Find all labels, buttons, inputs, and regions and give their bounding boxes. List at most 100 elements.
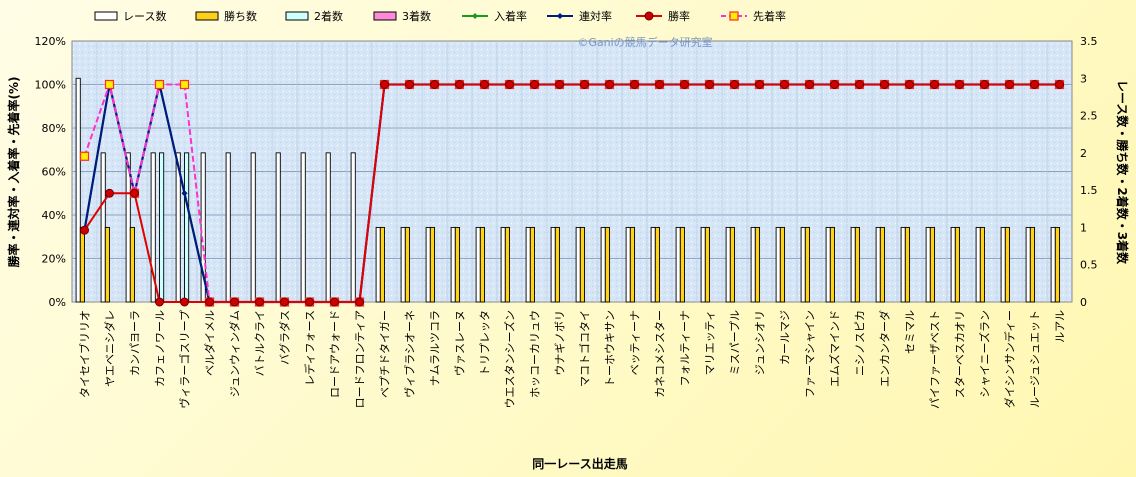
category-label: トーホウキサン bbox=[604, 310, 617, 387]
bar bbox=[429, 226, 435, 303]
data-point bbox=[79, 151, 90, 161]
bar bbox=[600, 226, 606, 303]
y-left-tick-label: 20% bbox=[42, 253, 66, 266]
category-label: ヤエベニシダレ bbox=[103, 310, 117, 387]
category-label: ミスパープル bbox=[729, 310, 742, 375]
bar bbox=[300, 152, 306, 303]
bar bbox=[1054, 226, 1060, 303]
legend-label: 連対率 bbox=[579, 9, 612, 23]
bar bbox=[525, 226, 531, 303]
bar bbox=[729, 226, 735, 303]
data-point bbox=[930, 80, 939, 89]
data-point bbox=[555, 80, 564, 89]
bar bbox=[1000, 226, 1006, 303]
bar bbox=[504, 226, 510, 303]
category-label: エンカンターダ bbox=[878, 310, 892, 387]
category-label: スターベスカオリ bbox=[954, 310, 967, 398]
category-label: ベッティーナ bbox=[629, 310, 642, 375]
legend-marker bbox=[472, 13, 478, 19]
bar bbox=[654, 226, 660, 303]
category-label: マリエッティ bbox=[704, 310, 717, 375]
legend-label: レース数 bbox=[123, 10, 166, 23]
x-axis-title: 同一レース出走馬 bbox=[532, 456, 627, 471]
bar bbox=[925, 226, 931, 303]
category-label: カネコメシスター bbox=[654, 310, 667, 398]
y-right-tick-label: 2 bbox=[1080, 147, 1087, 160]
legend-swatch bbox=[195, 11, 219, 21]
category-label: カンパヨーラ bbox=[129, 310, 142, 376]
bar bbox=[554, 226, 560, 303]
data-point bbox=[605, 80, 614, 89]
bar bbox=[625, 226, 631, 303]
bar bbox=[479, 226, 485, 303]
y-left-tick-label: 80% bbox=[42, 122, 66, 135]
bar bbox=[979, 226, 985, 303]
legend-swatch bbox=[373, 11, 397, 21]
data-point bbox=[130, 188, 139, 198]
category-labels: タイセイブリリオ ヤエベニシダレ カンパヨーラ カフェノワール ヴィラーゴスリープ ベルダ… bbox=[78, 310, 1067, 409]
bar bbox=[875, 226, 881, 303]
bar bbox=[225, 152, 231, 303]
data-point bbox=[104, 79, 115, 90]
bar bbox=[379, 226, 385, 303]
bar bbox=[954, 226, 960, 303]
y-right-tick-label: 3.5 bbox=[1080, 35, 1098, 48]
bar bbox=[1029, 226, 1035, 303]
data-point bbox=[230, 297, 239, 307]
y-right-tick-label: 0 bbox=[1080, 296, 1087, 309]
bar bbox=[679, 226, 685, 303]
lines-group bbox=[79, 79, 1065, 307]
bar bbox=[475, 226, 481, 303]
y-right-tick-label: 0.5 bbox=[1080, 259, 1098, 272]
bar bbox=[775, 226, 781, 303]
y-right-axis-title: レース数・勝ち数・2着数・3着数 bbox=[1115, 80, 1130, 265]
data-point bbox=[955, 80, 964, 89]
bar bbox=[700, 226, 706, 303]
right-axis-ticks: 0 0.5 1 1.5 2 2.5 3 3.5 bbox=[1080, 35, 1098, 309]
bar bbox=[975, 226, 981, 303]
category-label: ロードフロンティア bbox=[354, 310, 367, 408]
bar bbox=[929, 226, 935, 303]
data-point bbox=[830, 80, 839, 89]
data-point bbox=[80, 225, 89, 235]
data-point bbox=[680, 80, 689, 89]
legend-marker bbox=[557, 13, 563, 19]
category-label: トリプレッタ bbox=[479, 310, 492, 376]
category-label: ナムラルツコラ bbox=[429, 310, 442, 386]
bar bbox=[675, 226, 681, 303]
bar bbox=[879, 226, 885, 303]
category-label: レディフォース bbox=[303, 310, 317, 386]
category-label: セミマル bbox=[904, 310, 917, 354]
category-label: ニシノスピカ bbox=[854, 310, 867, 376]
bar bbox=[650, 226, 656, 303]
bar bbox=[825, 226, 831, 303]
bar bbox=[629, 226, 635, 303]
category-label: ジュンウィンダム bbox=[228, 310, 242, 397]
data-point bbox=[655, 80, 664, 89]
legend-swatch bbox=[94, 11, 118, 21]
legend-label: 3着数 bbox=[402, 9, 431, 23]
legend-label: 勝率 bbox=[668, 9, 690, 23]
y-left-tick-label: 60% bbox=[42, 166, 66, 179]
bar bbox=[275, 152, 281, 303]
data-point bbox=[755, 80, 764, 89]
data-point bbox=[730, 80, 739, 89]
legend-marker bbox=[644, 11, 654, 21]
bar bbox=[75, 77, 81, 303]
bar bbox=[904, 226, 910, 303]
data-point bbox=[154, 79, 165, 90]
bar bbox=[604, 226, 610, 303]
data-point bbox=[530, 80, 539, 89]
bar bbox=[1025, 226, 1031, 303]
bar bbox=[750, 226, 756, 303]
category-label: ベルダイメル bbox=[203, 310, 217, 376]
bar bbox=[854, 226, 860, 303]
bar bbox=[159, 152, 165, 303]
data-point bbox=[630, 80, 639, 89]
data-point bbox=[905, 80, 914, 89]
bar bbox=[129, 226, 135, 303]
category-label: ヴァスレーヌ bbox=[453, 310, 467, 376]
bar bbox=[704, 226, 710, 303]
data-point bbox=[1030, 80, 1039, 89]
